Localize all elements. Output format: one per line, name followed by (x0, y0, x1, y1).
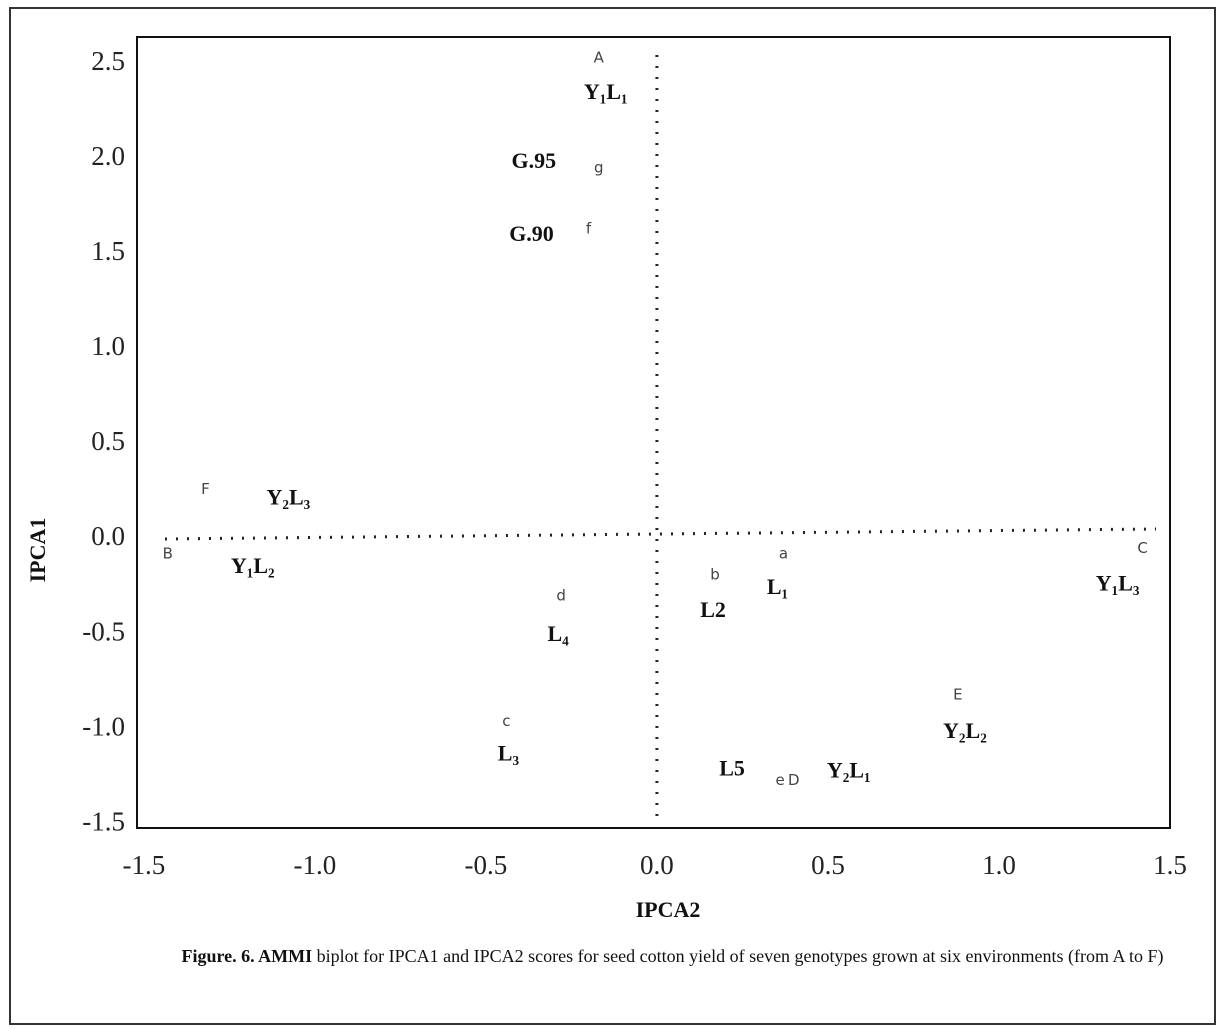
point-marker: D (788, 771, 800, 789)
point-marker: b (710, 566, 720, 584)
point-label: Y₂L₃ (267, 485, 311, 510)
x-axis-title: IPCA2 (636, 897, 701, 922)
point-label: G.90 (509, 221, 554, 246)
point-label: L₄ (548, 621, 570, 646)
point-marker: f (586, 220, 592, 238)
caption: Figure. 6. AMMI biplot for IPCA1 and IPC… (150, 944, 1195, 968)
point-marker: a (779, 545, 788, 563)
caption-bold: Figure. 6. AMMI (181, 946, 313, 966)
point-marker: g (594, 159, 604, 177)
y-tick-label: -1.5 (82, 806, 125, 836)
point-label: Y₂L₁ (827, 758, 871, 783)
point-marker: B (163, 545, 173, 563)
x-tick-label: 1.0 (982, 850, 1016, 880)
x-tick-label: 0.0 (640, 850, 674, 880)
x-tick-label: 1.5 (1153, 850, 1187, 880)
point-marker: F (201, 480, 210, 498)
point-marker: A (594, 48, 605, 66)
y-tick-label: -1.0 (82, 711, 125, 741)
point-label: Y₁L₁ (584, 79, 628, 104)
point-label: L₁ (767, 574, 788, 599)
point-label: L5 (719, 756, 745, 781)
y-tick-label: -0.5 (82, 616, 125, 646)
y-tick-label: 2.5 (91, 46, 125, 76)
y-axis-title: IPCA1 (25, 518, 50, 583)
y-tick-label: 0.0 (91, 521, 125, 551)
y-tick-label: 1.0 (91, 331, 125, 361)
caption-text: biplot for IPCA1 and IPCA2 scores for se… (316, 946, 1164, 966)
point-label: L2 (700, 597, 726, 622)
x-tick-label: 0.5 (811, 850, 845, 880)
y-tick-label: 0.5 (91, 426, 125, 456)
x-tick-label: -1.0 (293, 850, 336, 880)
point-label: G.95 (511, 148, 556, 173)
point-label: Y₁L₃ (1096, 571, 1140, 596)
point-label: Y₁L₂ (231, 553, 275, 578)
y-tick-label: 2.0 (91, 141, 125, 171)
point-marker: E (953, 685, 962, 703)
y-tick-label: 1.5 (91, 236, 125, 266)
x-tick-label: -1.5 (122, 850, 165, 880)
point-marker: c (502, 712, 510, 730)
point-marker: C (1137, 539, 1147, 557)
point-marker: e (775, 771, 784, 789)
x-tick-label: -0.5 (465, 850, 508, 880)
point-marker: d (556, 587, 566, 605)
frame (9, 7, 1216, 1025)
point-label: Y₂L₂ (943, 718, 987, 743)
plot-area (136, 36, 1171, 829)
point-label: L₃ (498, 741, 520, 766)
zero-line-y (164, 527, 1157, 541)
